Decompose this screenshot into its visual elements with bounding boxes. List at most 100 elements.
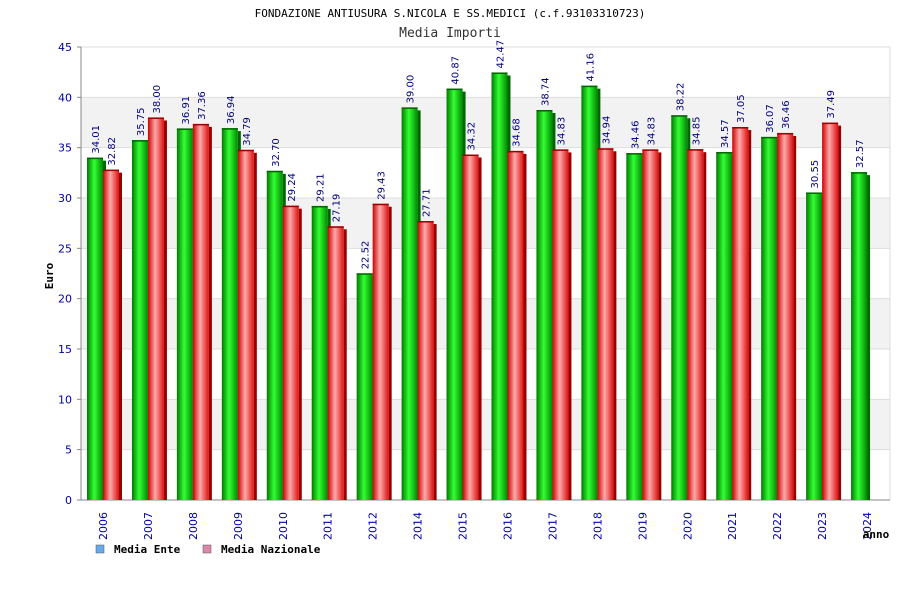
data-label-media-ente: 42.47 xyxy=(496,40,507,69)
x-tick-label: 2023 xyxy=(816,512,829,540)
bar-top-edge xyxy=(536,110,553,112)
bar-top-edge xyxy=(806,192,823,194)
bar-top-edge xyxy=(507,150,524,153)
plot-band xyxy=(81,298,890,349)
bar-side-media-nazionale xyxy=(119,172,122,500)
data-label-media-ente: 38.74 xyxy=(540,77,551,106)
bar-side-media-ente xyxy=(867,175,871,500)
y-tick-label: 10 xyxy=(58,393,72,406)
data-label-media-nazionale: 38.00 xyxy=(152,85,163,114)
bar-media-ente xyxy=(851,172,868,500)
bar-media-ente xyxy=(401,107,418,501)
bar-media-nazionale xyxy=(777,132,794,500)
bar-top-edge xyxy=(732,127,749,129)
bar-side-media-nazionale xyxy=(748,130,752,500)
data-label-media-nazionale: 34.94 xyxy=(601,116,612,145)
data-label-media-nazionale: 27.71 xyxy=(422,188,433,217)
bar-top-edge xyxy=(282,205,299,208)
data-label-media-ente: 34.57 xyxy=(720,119,731,148)
bar-top-edge xyxy=(851,172,868,174)
x-tick-label: 2022 xyxy=(771,512,784,540)
bar-top-edge xyxy=(777,132,794,135)
y-tick-label: 5 xyxy=(65,444,72,457)
bar-media-nazionale xyxy=(103,169,119,500)
x-tick-label: 2008 xyxy=(187,512,200,540)
bar-top-edge xyxy=(462,154,479,157)
bar-media-ente xyxy=(671,115,688,500)
x-axis-ticks: 2006 2007 2008 2009 2010 2011 2012 2014 2015 2016… xyxy=(97,512,874,540)
data-label-media-nazionale: 34.68 xyxy=(512,118,523,147)
bar-top-edge xyxy=(176,128,193,130)
plot-band xyxy=(81,248,890,299)
x-tick-label: 2007 xyxy=(142,512,155,540)
bar-media-nazionale xyxy=(192,123,209,500)
bar-media-ente xyxy=(446,88,463,501)
legend-swatch-media-nazionale xyxy=(202,544,212,554)
data-label-media-nazionale: 32.82 xyxy=(107,137,118,166)
bar-top-edge xyxy=(417,221,434,223)
bar-top-edge xyxy=(446,88,463,91)
x-tick-label: 2018 xyxy=(591,512,604,540)
bar-top-edge xyxy=(581,85,598,88)
x-tick-label: 2020 xyxy=(681,512,694,540)
bar-media-nazionale xyxy=(732,127,749,500)
bar-media-nazionale xyxy=(552,149,569,501)
bar-media-ente xyxy=(266,170,283,500)
legend-swatch-media-ente xyxy=(95,544,105,554)
y-tick-label: 40 xyxy=(58,91,72,104)
plot-band xyxy=(81,97,890,148)
x-tick-label: 2016 xyxy=(502,512,515,540)
x-tick-label: 2015 xyxy=(457,512,470,540)
y-axis-title: Euro xyxy=(43,262,56,289)
bar-top-edge xyxy=(311,205,328,208)
bar-media-ente xyxy=(176,128,193,500)
bar-top-edge xyxy=(401,107,418,109)
bar-top-edge xyxy=(131,140,148,142)
bar-top-edge xyxy=(761,136,778,139)
chart-title: FONDAZIONE ANTIUSURA S.NICOLA E SS.MEDIC… xyxy=(255,7,646,20)
bar-top-edge xyxy=(192,123,209,126)
bar-side-media-nazionale xyxy=(568,152,572,501)
plot-band xyxy=(81,349,890,400)
bar-media-nazionale xyxy=(642,149,659,501)
legend-label-media-nazionale: Media Nazionale xyxy=(221,543,321,556)
y-axis-ticks: 0 5 10 15 20 25 30 35 40 45 xyxy=(58,41,81,507)
bar-media-ente xyxy=(131,140,148,500)
bar-media-ente xyxy=(536,110,553,500)
bar-media-nazionale xyxy=(462,154,479,500)
bar-media-ente xyxy=(221,128,238,500)
y-tick-label: 15 xyxy=(58,343,72,356)
legend-label-media-ente: Media Ente xyxy=(114,543,181,556)
bar-top-edge xyxy=(671,115,688,117)
bar-side-media-nazionale xyxy=(658,152,662,501)
bar-side-media-nazionale xyxy=(613,151,617,500)
data-label-media-ente: 34.01 xyxy=(91,125,102,154)
data-label-media-nazionale: 34.83 xyxy=(556,117,567,146)
chart-subtitle: Media Importi xyxy=(399,26,501,41)
data-label-media-nazionale: 29.43 xyxy=(377,171,388,200)
data-label-media-nazionale: 37.36 xyxy=(197,91,208,120)
x-tick-label: 2010 xyxy=(277,512,290,540)
bar-media-nazionale xyxy=(417,221,434,500)
bar-top-edge xyxy=(552,149,569,151)
bar-media-nazionale xyxy=(822,122,839,500)
bar-media-nazionale xyxy=(237,149,254,500)
bar-top-edge xyxy=(221,128,238,130)
y-tick-label: 35 xyxy=(58,142,72,155)
bar-media-nazionale xyxy=(507,150,524,500)
legend: Media Ente Media Nazionale xyxy=(95,543,321,556)
data-label-media-ente: 22.52 xyxy=(361,241,372,270)
bar-top-edge xyxy=(147,117,164,119)
data-label-media-nazionale: 34.85 xyxy=(691,117,702,146)
data-label-media-nazionale: 27.19 xyxy=(332,194,343,223)
data-label-media-ente: 35.75 xyxy=(136,107,147,136)
x-tick-label: 2012 xyxy=(367,512,380,540)
bar-side-media-nazionale xyxy=(838,125,842,500)
data-label-media-nazionale: 37.49 xyxy=(826,90,837,119)
data-label-media-ente: 32.57 xyxy=(855,139,866,168)
plot-band xyxy=(81,399,890,450)
bar-side-media-nazionale xyxy=(523,153,527,500)
data-label-media-ente: 30.55 xyxy=(810,160,821,189)
bar-media-ente xyxy=(356,273,373,500)
